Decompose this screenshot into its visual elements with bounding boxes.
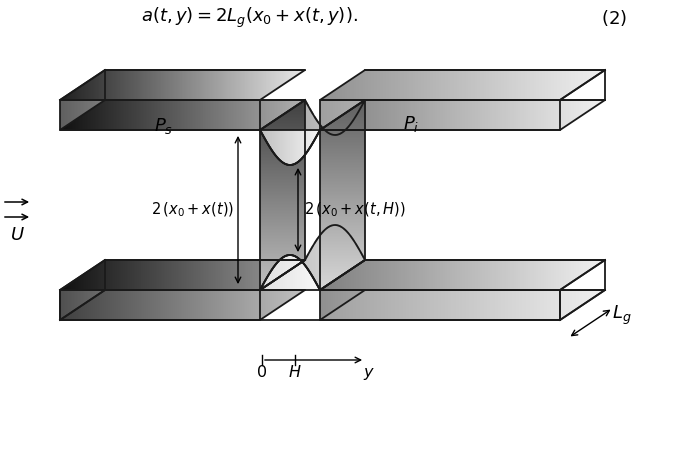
Text: $H$: $H$ xyxy=(288,364,302,380)
Text: $U$: $U$ xyxy=(9,226,24,244)
Text: $P_s$: $P_s$ xyxy=(155,116,173,136)
Text: $L_g$: $L_g$ xyxy=(612,304,632,327)
Text: $2\,(x_0 + x(t))$: $2\,(x_0 + x(t))$ xyxy=(151,201,234,219)
Text: $0$: $0$ xyxy=(256,364,267,380)
Text: $(2)$: $(2)$ xyxy=(601,8,627,28)
Text: $2\,(x_0 + x(t,H))$: $2\,(x_0 + x(t,H))$ xyxy=(304,201,406,219)
Text: $y$: $y$ xyxy=(363,366,375,382)
Text: $P_i$: $P_i$ xyxy=(403,114,419,135)
Text: $a(t, y) = 2L_g(x_0 + x(t, y)).$: $a(t, y) = 2L_g(x_0 + x(t, y)).$ xyxy=(141,6,358,30)
